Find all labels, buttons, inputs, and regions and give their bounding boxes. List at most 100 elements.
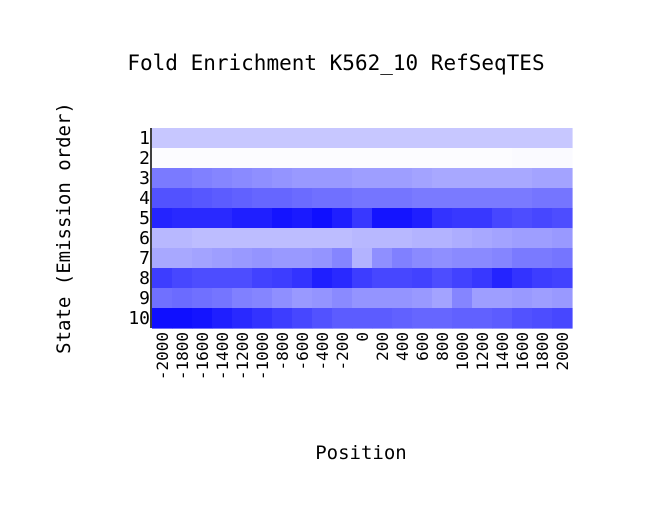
heatmap-cell-r10-c1	[152, 308, 173, 329]
heatmap-cell-r4-c21	[552, 188, 573, 209]
y-axis-label: State (Emission order)	[53, 102, 75, 354]
heatmap-cell-r4-c2	[172, 188, 193, 209]
heatmap-cell-r5-c3	[192, 208, 213, 229]
heatmap-cell-r4-c3	[192, 188, 213, 209]
heatmap-cell-r10-c6	[252, 308, 273, 329]
heatmap-cell-r5-c8	[292, 208, 313, 229]
heatmap-cell-r10-c17	[472, 308, 493, 329]
heatmap-cell-r7-c13	[392, 248, 413, 269]
heatmap-cell-r6-c7	[272, 228, 293, 249]
heatmap-cell-r7-c6	[252, 248, 273, 269]
heatmap-cell-r4-c11	[352, 188, 373, 209]
heatmap-cell-r6-c16	[452, 228, 473, 249]
heatmap-cell-r1-c16	[452, 128, 473, 149]
heatmap-cell-r3-c15	[432, 168, 453, 189]
heatmap-cell-r8-c14	[412, 268, 433, 289]
heatmap-cell-r1-c13	[392, 128, 413, 149]
heatmap-cell-r5-c11	[352, 208, 373, 229]
x-tick-label: -200	[333, 332, 352, 371]
heatmap-cell-r10-c16	[452, 308, 473, 329]
y-tick-label: 10	[128, 308, 150, 329]
heatmap-cell-r9-c13	[392, 288, 413, 309]
x-tick-labels: -2000 -1800 -1600 -1400 -1200 -1000 -800 -600 -4…	[153, 332, 572, 380]
heatmap-cell-r2-c14	[412, 148, 433, 169]
heatmap-cell-r2-c11	[352, 148, 373, 169]
heatmap-cell-r7-c17	[472, 248, 493, 269]
heatmap-cell-r6-c13	[392, 228, 413, 249]
heatmap-cell-r1-c15	[432, 128, 453, 149]
heatmap-cell-r9-c8	[292, 288, 313, 309]
heatmap-cell-r8-c7	[272, 268, 293, 289]
heatmap-cell-r6-c5	[232, 228, 253, 249]
x-tick-label: 800	[433, 332, 452, 361]
heatmap-cell-r4-c18	[492, 188, 513, 209]
heatmap-cell-r2-c21	[552, 148, 573, 169]
heatmap-cell-r5-c5	[232, 208, 253, 229]
heatmap-cell-r1-c5	[232, 128, 253, 149]
heatmap-cell-r10-c12	[372, 308, 393, 329]
heatmap-cell-r8-c16	[452, 268, 473, 289]
heatmap-cell-r7-c21	[552, 248, 573, 269]
heatmap-cell-r9-c7	[272, 288, 293, 309]
heatmap-cell-r5-c9	[312, 208, 333, 229]
heatmap-cell-r9-c19	[512, 288, 533, 309]
heatmap-cell-r4-c9	[312, 188, 333, 209]
y-tick-label: 3	[139, 168, 150, 189]
heatmap-cell-r2-c17	[472, 148, 493, 169]
heatmap-cell-r2-c20	[532, 148, 553, 169]
heatmap-cell-r3-c7	[272, 168, 293, 189]
y-tick-label: 9	[139, 288, 150, 309]
heatmap-cell-r1-c1	[152, 128, 173, 149]
heatmap-cell-r5-c18	[492, 208, 513, 229]
heatmap-cell-r3-c6	[252, 168, 273, 189]
heatmap-cell-r3-c17	[472, 168, 493, 189]
heatmap-cell-r10-c15	[432, 308, 453, 329]
heatmap-cell-r1-c3	[192, 128, 213, 149]
heatmap-cell-r8-c6	[252, 268, 273, 289]
x-tick-label: -400	[313, 332, 332, 371]
y-tick-label: 6	[139, 228, 150, 249]
heatmap-cell-r8-c21	[552, 268, 573, 289]
heatmap-cell-r3-c5	[232, 168, 253, 189]
heatmap-cell-r8-c5	[232, 268, 253, 289]
heatmap-cell-r5-c13	[392, 208, 413, 229]
heatmap-cell-r8-c12	[372, 268, 393, 289]
heatmap-cell-r5-c7	[272, 208, 293, 229]
heatmap-cell-r6-c1	[152, 228, 173, 249]
heatmap-cell-r9-c15	[432, 288, 453, 309]
heatmap-cell-r2-c6	[252, 148, 273, 169]
heatmap-cell-r2-c1	[152, 148, 173, 169]
heatmap-cell-r8-c3	[192, 268, 213, 289]
heatmap-cell-r9-c10	[332, 288, 353, 309]
heatmap-cell-r4-c1	[152, 188, 173, 209]
heatmap-cell-r5-c17	[472, 208, 493, 229]
heatmap-cell-r10-c3	[192, 308, 213, 329]
x-tick-label: -2000	[153, 332, 172, 380]
heatmap-cell-r5-c21	[552, 208, 573, 229]
heatmap-cell-r1-c7	[272, 128, 293, 149]
x-tick-label: -1400	[213, 332, 232, 380]
heatmap-cell-r9-c1	[152, 288, 173, 309]
heatmap-cell-r9-c21	[552, 288, 573, 309]
heatmap-cell-r4-c7	[272, 188, 293, 209]
x-tick-label: 1000	[453, 332, 472, 371]
heatmap-cell-r2-c15	[432, 148, 453, 169]
heatmap-cell-r2-c9	[312, 148, 333, 169]
heatmap-cell-r4-c12	[372, 188, 393, 209]
heatmap-cell-r5-c12	[372, 208, 393, 229]
heatmap-cell-r8-c20	[532, 268, 553, 289]
heatmap-cell-r1-c20	[532, 128, 553, 149]
heatmap-cell-r7-c11	[352, 248, 373, 269]
heatmap-cell-r8-c13	[392, 268, 413, 289]
heatmap-cell-r7-c2	[172, 248, 193, 269]
x-tick-label: -1200	[233, 332, 252, 380]
heatmap-cell-r2-c13	[392, 148, 413, 169]
x-tick-label: 1200	[473, 332, 492, 371]
heatmap-cell-r6-c3	[192, 228, 213, 249]
heatmap-cell-r7-c16	[452, 248, 473, 269]
heatmap-cell-r3-c20	[532, 168, 553, 189]
heatmap-cell-r7-c7	[272, 248, 293, 269]
heatmap-cell-r2-c16	[452, 148, 473, 169]
heatmap-cell-r10-c21	[552, 308, 573, 329]
heatmap-cell-r10-c10	[332, 308, 353, 329]
